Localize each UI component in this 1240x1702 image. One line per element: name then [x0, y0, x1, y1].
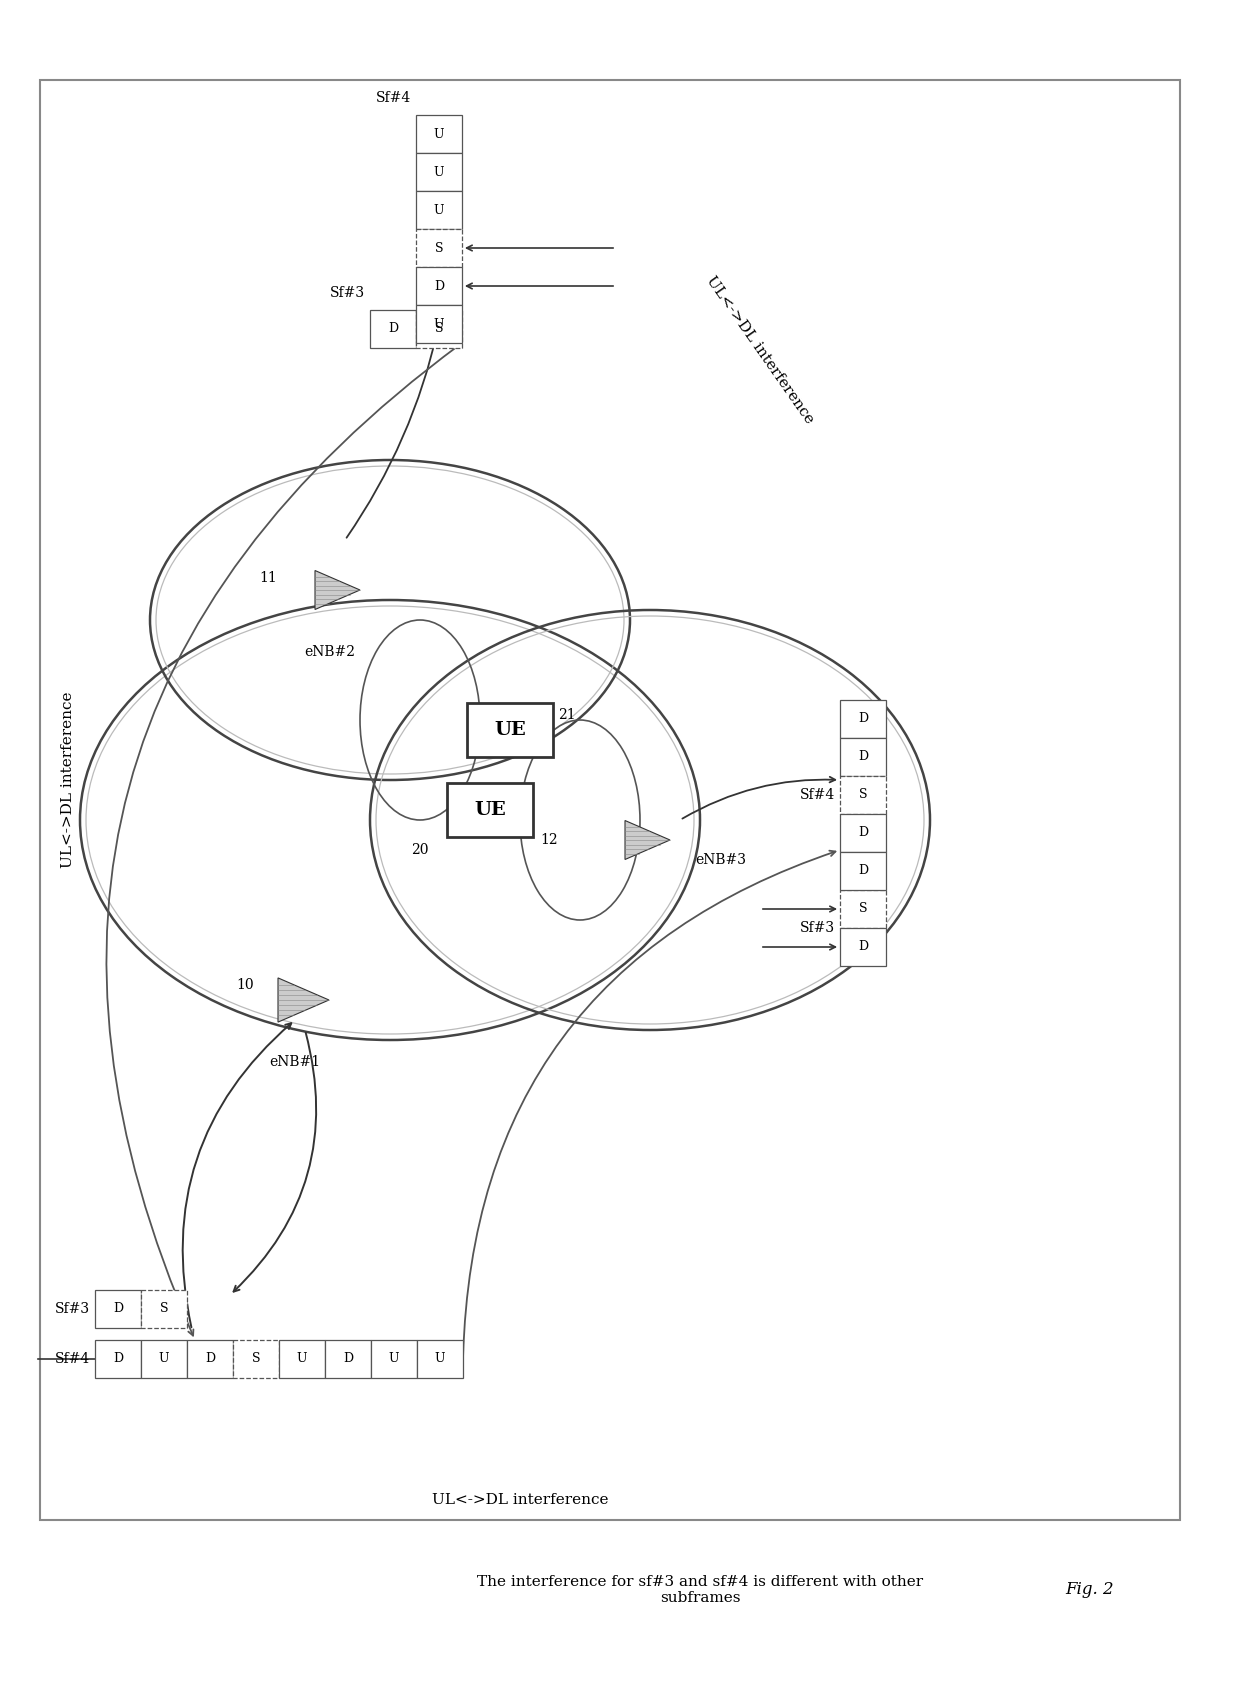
- Text: Sf#4: Sf#4: [800, 788, 835, 802]
- Bar: [40, 80, 1180, 1520]
- Text: D: D: [113, 1302, 123, 1316]
- Polygon shape: [278, 979, 329, 1023]
- Text: D: D: [205, 1353, 215, 1365]
- Text: U: U: [434, 165, 444, 179]
- Text: UL<->DL interference: UL<->DL interference: [61, 691, 74, 868]
- Text: UL<->DL interference: UL<->DL interference: [703, 274, 816, 426]
- Bar: [839, 776, 887, 814]
- Text: U: U: [435, 1353, 445, 1365]
- Text: D: D: [858, 751, 868, 764]
- Text: S: S: [160, 1302, 169, 1316]
- Text: D: D: [434, 279, 444, 293]
- Text: S: S: [859, 902, 867, 916]
- Text: D: D: [113, 1353, 123, 1365]
- FancyBboxPatch shape: [446, 783, 533, 837]
- Text: Sf#4: Sf#4: [55, 1351, 91, 1367]
- Text: Sf#4: Sf#4: [376, 90, 410, 106]
- Bar: [325, 1339, 371, 1379]
- Bar: [839, 853, 887, 890]
- Bar: [187, 1339, 233, 1379]
- Text: 21: 21: [558, 708, 575, 722]
- Text: Fig. 2: Fig. 2: [1065, 1581, 1115, 1598]
- Bar: [839, 890, 887, 928]
- Bar: [95, 1339, 141, 1379]
- Text: UL<->DL interference: UL<->DL interference: [432, 1493, 609, 1506]
- Text: U: U: [434, 128, 444, 141]
- Text: D: D: [858, 865, 868, 878]
- Bar: [233, 1339, 279, 1379]
- Text: D: D: [858, 713, 868, 725]
- Bar: [415, 191, 463, 230]
- Bar: [371, 1339, 417, 1379]
- Text: U: U: [389, 1353, 399, 1365]
- Text: D: D: [858, 827, 868, 839]
- Text: D: D: [858, 941, 868, 953]
- Text: Sf#3: Sf#3: [330, 286, 365, 300]
- Text: 20: 20: [412, 842, 429, 858]
- Text: D: D: [388, 322, 398, 335]
- Text: U: U: [159, 1353, 169, 1365]
- Text: eNB#2: eNB#2: [305, 645, 356, 659]
- Text: S: S: [435, 322, 443, 335]
- Bar: [95, 1290, 141, 1328]
- Bar: [370, 310, 415, 347]
- Text: The interference for sf#3 and sf#4 is different with other
subframes: The interference for sf#3 and sf#4 is di…: [477, 1574, 923, 1605]
- Bar: [417, 1339, 463, 1379]
- Bar: [839, 928, 887, 967]
- Text: D: D: [343, 1353, 353, 1365]
- Text: eNB#1: eNB#1: [269, 1055, 321, 1069]
- Text: 12: 12: [539, 832, 558, 848]
- Text: S: S: [859, 788, 867, 802]
- Bar: [839, 739, 887, 776]
- Text: Sf#3: Sf#3: [800, 921, 835, 934]
- Text: S: S: [252, 1353, 260, 1365]
- Text: S: S: [435, 242, 443, 255]
- Bar: [415, 153, 463, 191]
- Text: eNB#3: eNB#3: [694, 853, 746, 866]
- Text: UE: UE: [474, 802, 506, 819]
- Polygon shape: [315, 570, 360, 609]
- Bar: [415, 230, 463, 267]
- Bar: [415, 310, 463, 347]
- Text: U: U: [296, 1353, 308, 1365]
- Bar: [141, 1339, 187, 1379]
- Bar: [415, 116, 463, 153]
- Text: U: U: [434, 318, 444, 330]
- Text: 10: 10: [236, 979, 254, 992]
- FancyBboxPatch shape: [467, 703, 553, 757]
- Bar: [279, 1339, 325, 1379]
- Polygon shape: [625, 820, 670, 860]
- Text: Sf#3: Sf#3: [55, 1302, 91, 1316]
- Bar: [839, 814, 887, 853]
- Text: 11: 11: [259, 570, 277, 585]
- Bar: [839, 700, 887, 739]
- Bar: [415, 305, 463, 344]
- Text: U: U: [434, 204, 444, 216]
- Text: UE: UE: [494, 722, 526, 739]
- Bar: [415, 267, 463, 305]
- Bar: [141, 1290, 187, 1328]
